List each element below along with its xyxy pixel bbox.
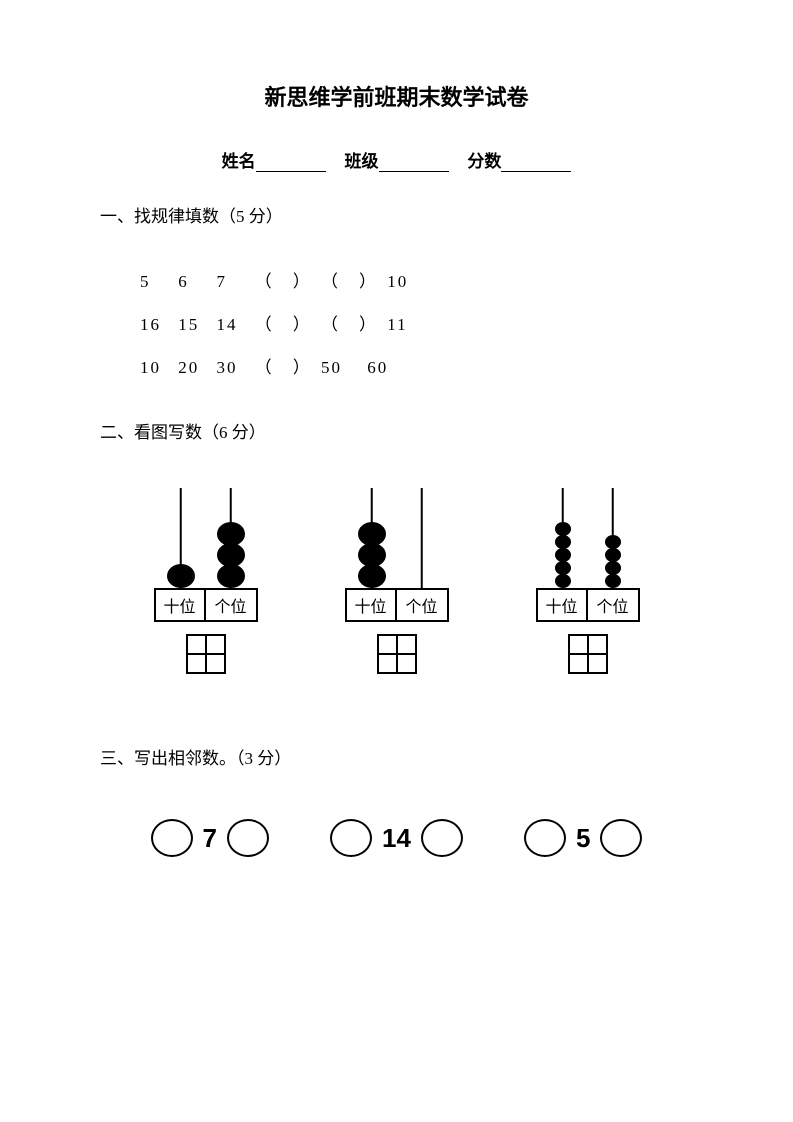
pattern-row: 5 6 7 （ ） （ ） 10 <box>140 267 693 292</box>
ones-label: 个位 <box>206 590 256 620</box>
neighbor-section: 7 14 5 <box>100 819 693 857</box>
neighbor-group-2: 14 <box>330 819 463 857</box>
tens-label: 十位 <box>538 590 588 620</box>
student-info-line: 姓名 班级 分数 <box>100 147 693 172</box>
section1-heading: 一、找规律填数（5 分） <box>100 202 693 227</box>
ones-label: 个位 <box>588 590 638 620</box>
answer-grid[interactable] <box>186 634 226 674</box>
neighbor-number: 14 <box>382 823 411 854</box>
abacus-section: 十位个位十位个位十位个位 <box>100 488 693 674</box>
name-label: 姓名 <box>222 152 256 171</box>
exam-title: 新思维学前班期末数学试卷 <box>100 80 693 112</box>
blank-oval[interactable] <box>227 819 269 857</box>
section2-heading: 二、看图写数（6 分） <box>100 418 693 443</box>
bead-icon <box>555 535 571 549</box>
abacus-2: 十位个位 <box>345 488 449 674</box>
blank-oval[interactable] <box>600 819 642 857</box>
abacus-1: 十位个位 <box>154 488 258 674</box>
blank-oval[interactable] <box>421 819 463 857</box>
blank-oval[interactable] <box>330 819 372 857</box>
tens-label: 十位 <box>156 590 206 620</box>
bead-icon <box>605 535 621 549</box>
section3-heading: 三、写出相邻数。（3 分） <box>100 744 693 769</box>
bead-icon <box>555 561 571 575</box>
neighbor-group-1: 7 <box>151 819 269 857</box>
answer-grid[interactable] <box>377 634 417 674</box>
abacus-3: 十位个位 <box>536 488 640 674</box>
bead-icon <box>605 574 621 588</box>
neighbor-number: 5 <box>576 823 590 854</box>
name-blank[interactable] <box>256 154 326 172</box>
bead-icon <box>605 561 621 575</box>
class-label: 班级 <box>345 152 379 171</box>
blank-oval[interactable] <box>151 819 193 857</box>
bead-icon <box>555 522 571 536</box>
bead-icon <box>555 548 571 562</box>
class-blank[interactable] <box>379 154 449 172</box>
bead-icon <box>555 574 571 588</box>
bead-icon <box>358 564 386 588</box>
ones-label: 个位 <box>397 590 447 620</box>
tens-label: 十位 <box>347 590 397 620</box>
pattern-row: 16 15 14 （ ） （ ） 11 <box>140 310 693 335</box>
score-blank[interactable] <box>501 154 571 172</box>
neighbor-group-3: 5 <box>524 819 642 857</box>
bead-icon <box>217 564 245 588</box>
answer-grid[interactable] <box>568 634 608 674</box>
neighbor-number: 7 <box>203 823 217 854</box>
blank-oval[interactable] <box>524 819 566 857</box>
section1-patterns: 5 6 7 （ ） （ ） 10 16 15 14 （ ） （ ） 11 10 … <box>100 267 693 378</box>
bead-icon <box>605 548 621 562</box>
score-label: 分数 <box>467 152 501 171</box>
pattern-row: 10 20 30 （ ） 50 60 <box>140 353 693 378</box>
bead-icon <box>167 564 195 588</box>
